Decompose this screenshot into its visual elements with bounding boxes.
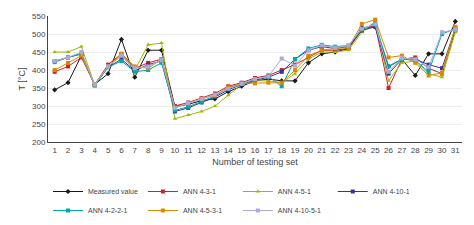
svg-text:T [°C]: T [°C] [17,68,27,91]
svg-text:Number of testing set: Number of testing set [212,157,298,167]
svg-text:500: 500 [32,30,46,39]
svg-text:31: 31 [451,146,460,155]
svg-text:350: 350 [32,84,46,93]
svg-text:30: 30 [438,146,447,155]
svg-text:9: 9 [159,146,164,155]
svg-text:19: 19 [291,146,300,155]
svg-text:6: 6 [119,146,124,155]
svg-text:28: 28 [411,146,420,155]
svg-text:23: 23 [344,146,353,155]
svg-text:24: 24 [357,146,366,155]
svg-text:450: 450 [32,48,46,57]
svg-text:5: 5 [106,146,111,155]
svg-text:ANN 4-3-1: ANN 4-3-1 [183,188,216,195]
svg-text:25: 25 [371,146,380,155]
svg-text:200: 200 [32,138,46,147]
svg-text:15: 15 [237,146,246,155]
svg-text:29: 29 [424,146,433,155]
svg-text:22: 22 [331,146,340,155]
svg-text:ANN 4-5-3-1: ANN 4-5-3-1 [183,207,222,214]
svg-text:ANN 4-2-2-1: ANN 4-2-2-1 [88,207,127,214]
svg-text:26: 26 [384,146,393,155]
svg-text:21: 21 [317,146,326,155]
svg-text:27: 27 [397,146,406,155]
svg-text:11: 11 [184,146,193,155]
svg-text:2: 2 [66,146,71,155]
svg-text:Measured value: Measured value [88,188,138,195]
svg-text:400: 400 [32,66,46,75]
svg-text:18: 18 [277,146,286,155]
svg-text:16: 16 [251,146,260,155]
svg-text:ANN 4-10-1: ANN 4-10-1 [373,188,410,195]
svg-text:300: 300 [32,102,46,111]
svg-text:ANN 4-10-5-1: ANN 4-10-5-1 [278,207,321,214]
svg-text:12: 12 [197,146,206,155]
svg-text:3: 3 [79,146,84,155]
svg-text:14: 14 [224,146,233,155]
svg-text:ANN 4-5-1: ANN 4-5-1 [278,188,311,195]
svg-text:1: 1 [52,146,57,155]
svg-text:13: 13 [210,146,219,155]
svg-text:550: 550 [32,12,46,21]
svg-text:17: 17 [264,146,273,155]
svg-text:7: 7 [133,146,138,155]
svg-text:20: 20 [304,146,313,155]
svg-text:8: 8 [146,146,151,155]
svg-text:250: 250 [32,120,46,129]
svg-text:4: 4 [93,146,98,155]
svg-text:10: 10 [170,146,179,155]
